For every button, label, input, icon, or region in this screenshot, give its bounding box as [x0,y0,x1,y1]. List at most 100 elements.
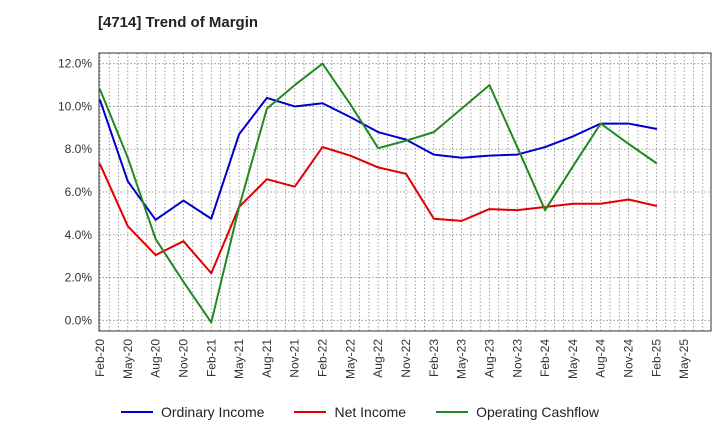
legend-swatch-net-income [294,411,327,413]
data-point-ordinary-income [266,97,268,99]
data-point-operating-cashflow [126,156,129,159]
data-point-operating-cashflow [405,139,407,142]
data-point-operating-cashflow [432,131,435,134]
x-tick-label: Feb-24 [538,339,552,377]
x-tick-label: Nov-23 [510,339,524,378]
legend-swatch-operating-cashflow [436,411,469,413]
data-point-net-income [154,254,157,256]
series-layer [99,62,658,324]
x-tick-label: Feb-23 [427,339,441,377]
data-point-ordinary-income [349,116,352,119]
x-tick-label: Aug-21 [260,339,274,378]
x-tick-label: May-20 [121,339,135,379]
data-point-net-income [210,272,213,275]
data-point-operating-cashflow [266,107,268,110]
y-tick-label: 8.0% [65,142,93,156]
x-tick-label: Feb-22 [316,339,330,377]
data-point-net-income [349,154,352,157]
data-point-net-income [655,205,658,207]
x-tick-label: Nov-24 [622,339,636,378]
legend-swatch-ordinary-income [120,411,153,413]
data-point-net-income [516,209,519,212]
data-point-operating-cashflow [488,84,491,86]
y-tick-label: 0.0% [65,313,93,327]
data-point-operating-cashflow [210,321,213,324]
data-point-operating-cashflow [182,280,185,283]
y-tick-label: 12.0% [58,57,92,71]
data-point-ordinary-income [293,105,296,108]
data-point-operating-cashflow [572,165,574,168]
data-point-ordinary-income [655,128,658,130]
x-tick-label: May-22 [343,339,357,379]
data-point-ordinary-income [154,218,157,221]
data-point-ordinary-income [627,122,630,125]
tick-layer: 0.0% 2.0% 4.0% 6.0% 8.0% 10.0% 12.0% Feb-20 May-… [58,57,691,379]
x-tick-label: Feb-25 [649,339,663,377]
data-point-operating-cashflow [321,62,324,65]
x-tick-label: Feb-20 [93,339,107,377]
data-point-net-income [266,178,268,181]
data-point-ordinary-income [99,99,101,101]
legend-label-ordinary-income: Ordinary Income [160,404,265,420]
data-point-net-income [321,146,324,148]
data-point-net-income [627,198,630,201]
legend-label-operating-cashflow: Operating Cashflow [476,404,600,420]
chart-title: [4714] Trend of Margin [98,14,259,31]
data-point-operating-cashflow [154,238,157,240]
x-tick-label: Aug-22 [371,339,385,378]
plot-border [98,52,712,332]
x-tick-label: Feb-21 [204,339,218,377]
data-point-operating-cashflow [544,209,546,212]
data-point-operating-cashflow [238,206,240,208]
data-point-ordinary-income [488,154,491,157]
legend-item-net-income: Net Income [294,404,406,420]
x-tick-label: Aug-20 [149,339,163,378]
data-point-net-income [432,217,435,220]
data-point-ordinary-income [572,135,574,138]
x-tick-label: May-24 [566,339,580,379]
data-point-operating-cashflow [99,88,101,91]
x-tick-label: Nov-20 [176,339,190,378]
data-point-operating-cashflow [293,84,296,86]
x-tick-label: Aug-23 [482,339,496,378]
data-point-net-income [488,208,491,211]
data-point-operating-cashflow [349,103,352,106]
data-point-operating-cashflow [599,122,602,125]
data-point-net-income [572,202,574,205]
data-point-ordinary-income [516,153,519,156]
data-point-ordinary-income [544,146,546,148]
x-tick-label: Nov-21 [288,339,302,378]
legend-item-operating-cashflow: Operating Cashflow [436,404,599,420]
x-tick-label: May-25 [677,339,691,379]
data-point-net-income [293,185,296,188]
data-point-ordinary-income [126,180,129,183]
y-tick-label: 10.0% [58,99,92,113]
data-point-ordinary-income [182,199,185,202]
legend: Ordinary Income Net Income Operating Cas… [0,404,720,420]
grid-layer [99,53,711,331]
data-point-net-income [126,225,129,228]
data-point-net-income [182,240,185,243]
data-point-ordinary-income [238,133,240,136]
data-point-ordinary-income [432,153,435,156]
data-point-net-income [99,163,101,166]
x-tick-label: Nov-22 [399,339,413,378]
legend-item-ordinary-income: Ordinary Income [120,404,265,420]
data-point-net-income [377,166,380,169]
data-point-ordinary-income [321,102,324,105]
x-tick-label: May-21 [232,339,246,379]
data-point-operating-cashflow [377,147,380,150]
data-point-net-income [599,202,602,205]
axis-layer [98,52,712,332]
y-tick-label: 2.0% [65,271,93,285]
x-tick-label: May-23 [455,339,469,379]
data-point-operating-cashflow [460,107,463,110]
x-tick-label: Aug-24 [594,339,608,378]
legend-label-net-income: Net Income [334,404,407,420]
data-point-ordinary-income [460,156,463,159]
y-tick-label: 4.0% [65,228,93,242]
data-point-operating-cashflow [627,142,630,145]
data-point-ordinary-income [210,217,213,220]
data-point-net-income [405,172,407,175]
data-point-operating-cashflow [516,146,519,148]
